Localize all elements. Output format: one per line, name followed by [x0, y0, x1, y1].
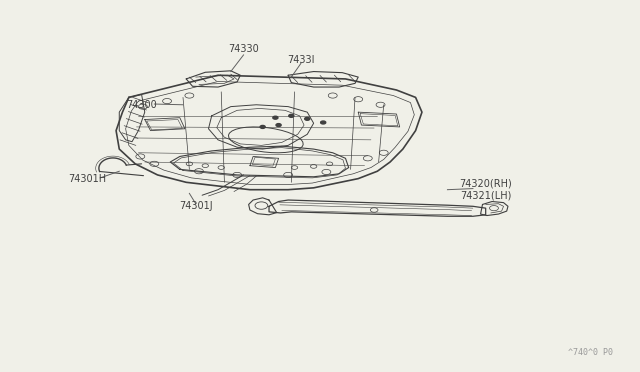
Text: 7433I: 7433I — [287, 55, 315, 65]
Circle shape — [321, 121, 326, 124]
Text: 74301J: 74301J — [179, 201, 212, 211]
Text: ^740^0 P0: ^740^0 P0 — [568, 347, 613, 357]
Circle shape — [260, 125, 265, 128]
Circle shape — [305, 117, 310, 120]
Text: 74330: 74330 — [228, 44, 259, 54]
Text: 74301H: 74301H — [68, 174, 106, 184]
Circle shape — [273, 116, 278, 119]
Text: 74320(RH)
74321(LH): 74320(RH) 74321(LH) — [460, 179, 512, 201]
Circle shape — [289, 114, 294, 117]
Text: 74300: 74300 — [126, 100, 157, 110]
Circle shape — [276, 124, 281, 126]
